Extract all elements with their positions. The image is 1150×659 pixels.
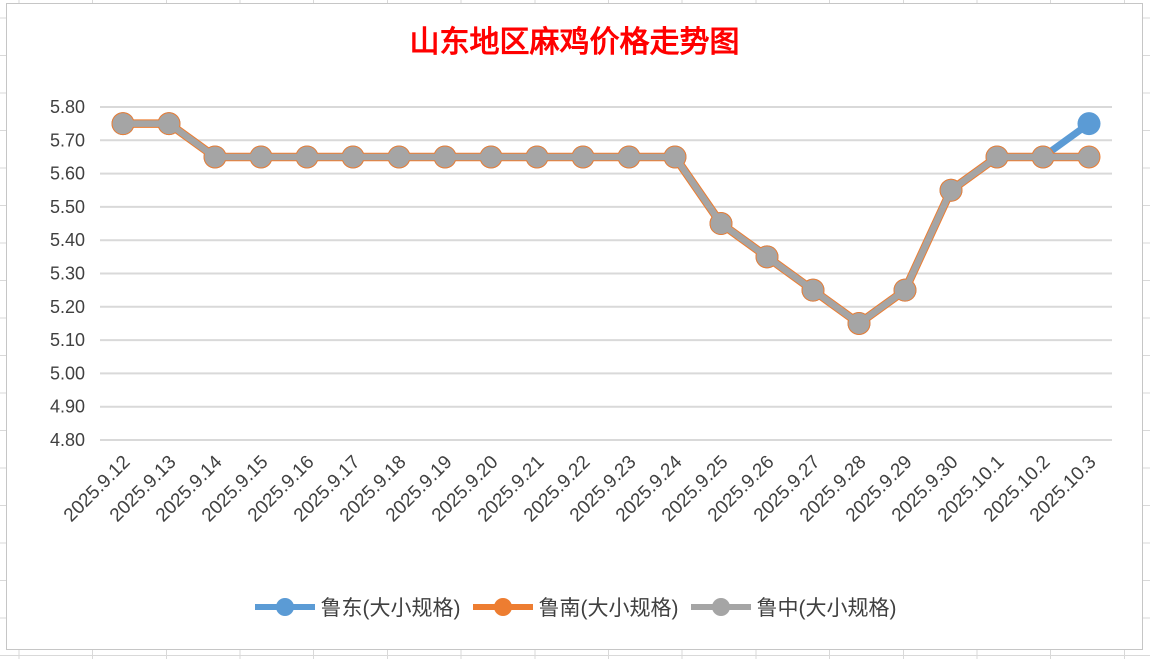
y-axis-tick-label: 5.70: [50, 130, 85, 150]
data-point-marker[interactable]: [526, 146, 548, 168]
data-point-marker[interactable]: [1032, 146, 1054, 168]
data-point-marker[interactable]: [158, 113, 180, 135]
y-axis-tick-label: 4.80: [50, 430, 85, 450]
line-marker-icon: [254, 598, 315, 616]
line-marker-icon: [472, 598, 533, 616]
data-point-marker[interactable]: [618, 146, 640, 168]
legend-label-ludong: 鲁东(大小规格): [320, 597, 461, 620]
data-point-marker[interactable]: [296, 146, 318, 168]
y-axis-tick-label: 5.80: [50, 97, 85, 117]
data-point-marker[interactable]: [894, 279, 916, 301]
data-point-marker[interactable]: [480, 146, 502, 168]
data-point-marker[interactable]: [388, 146, 410, 168]
data-point-marker[interactable]: [710, 213, 732, 235]
series-line[interactable]: [119, 120, 1093, 327]
data-point-marker[interactable]: [112, 113, 134, 135]
data-point-marker[interactable]: [250, 146, 272, 168]
chart-title: 山东地区麻鸡价格走势图: [409, 26, 740, 59]
y-axis-tick-label: 5.20: [50, 297, 85, 317]
y-axis-tick-label: 5.40: [50, 230, 85, 250]
y-axis-tick-label: 5.60: [50, 164, 85, 184]
data-point-marker[interactable]: [940, 179, 962, 201]
y-axis-tick-label: 5.00: [50, 363, 85, 383]
data-point-marker[interactable]: [572, 146, 594, 168]
data-point-marker[interactable]: [434, 146, 456, 168]
chart-legend: 鲁东(大小规格) 鲁南(大小规格) 鲁中(大小规格): [7, 590, 1142, 624]
line-marker-icon: [690, 598, 751, 616]
data-point-marker[interactable]: [986, 146, 1008, 168]
data-point-marker[interactable]: [1078, 146, 1100, 168]
legend-item-luzhong[interactable]: 鲁中(大小规格): [689, 592, 897, 622]
plot-area[interactable]: 5.80 5.70 5.60 5.50 5.40 5.30 5.20 5.10 5.00 4.90…: [7, 4, 1142, 586]
y-axis-tick-label: 4.90: [50, 397, 85, 417]
data-point-marker[interactable]: [204, 146, 226, 168]
legend-item-ludong[interactable]: 鲁东(大小规格): [253, 592, 461, 622]
y-axis-tick-label: 5.50: [50, 197, 85, 217]
data-point-marker[interactable]: [342, 146, 364, 168]
data-point-marker[interactable]: [848, 312, 870, 334]
legend-label-luzhong: 鲁中(大小规格): [756, 597, 897, 620]
data-point-marker[interactable]: [802, 279, 824, 301]
data-point-marker[interactable]: [756, 246, 778, 268]
chart-area[interactable]: 山东地区麻鸡价格走势图 5.80 5.70 5.60 5.50 5.40 5.30 5.20…: [6, 3, 1143, 650]
y-axis-tick-label: 5.10: [50, 330, 85, 350]
data-point-marker[interactable]: [1077, 112, 1101, 136]
legend-item-lunan[interactable]: 鲁南(大小规格): [471, 592, 679, 622]
data-point-marker[interactable]: [664, 146, 686, 168]
legend-label-lunan: 鲁南(大小规格): [538, 597, 679, 620]
y-axis-tick-label: 5.30: [50, 264, 85, 284]
